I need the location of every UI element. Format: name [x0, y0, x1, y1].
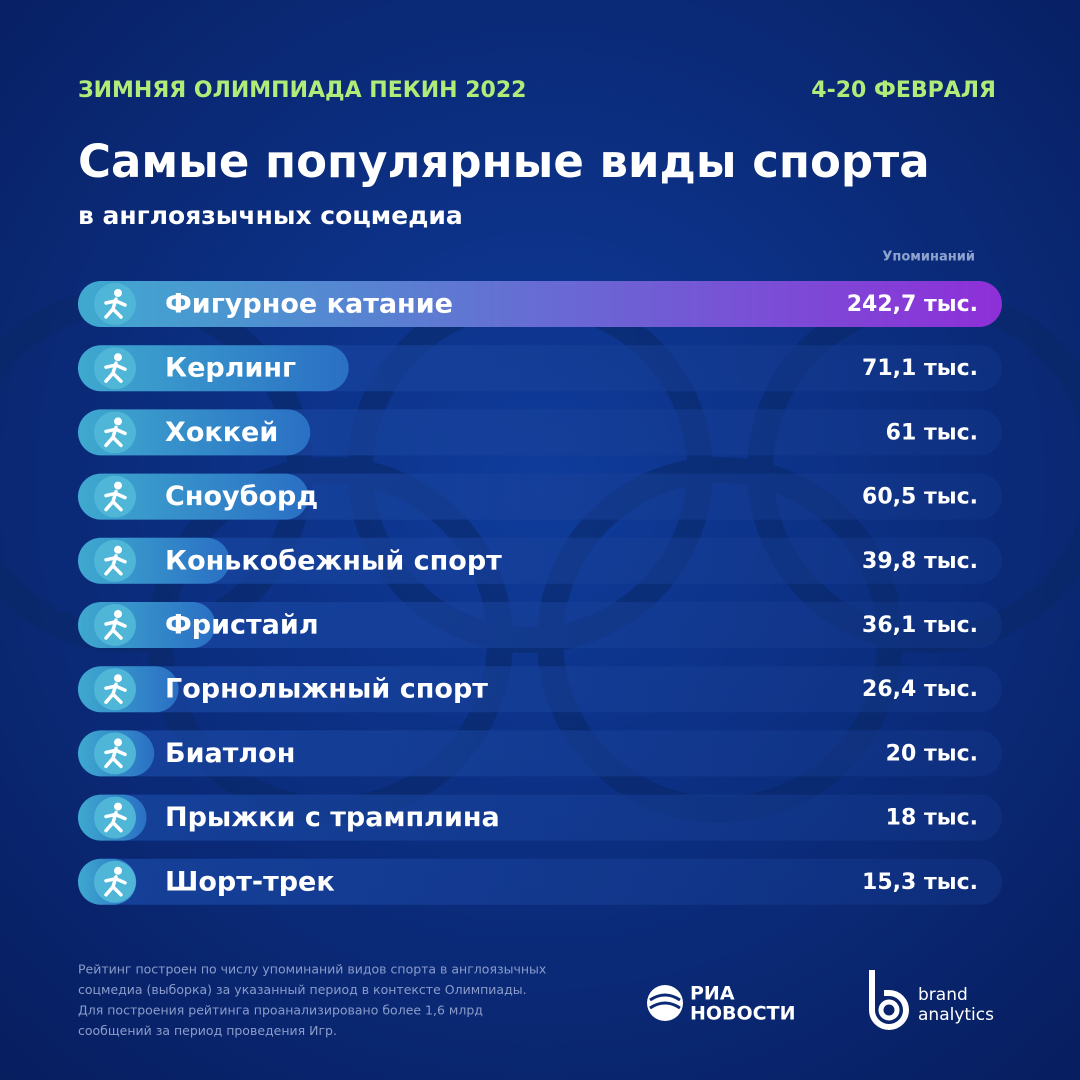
category-label: Керлинг: [165, 353, 296, 384]
value-label: 20 тыс.: [886, 741, 978, 766]
icon-body: [104, 297, 127, 319]
chart-subtitle: в англоязычных соцмедиа: [78, 201, 463, 230]
value-label: 242,7 тыс.: [847, 292, 978, 317]
category-label: Горнолыжный спорт: [165, 674, 488, 705]
value-header: Упоминаний: [882, 250, 975, 265]
icon-head: [114, 545, 122, 554]
value-label: 71,1 тыс.: [862, 356, 978, 381]
footnote-line: Для построения рейтинга проанализировано…: [78, 1003, 483, 1018]
sport-icon: [104, 417, 127, 448]
bar: [78, 409, 311, 456]
category-label: Конькобежный спорт: [165, 545, 502, 576]
icon-head: [114, 674, 122, 683]
event: ЗИМНЯЯ ОЛИМПИАДА ПЕКИН 2022: [78, 78, 526, 103]
logo-text: НОВОСТИ: [690, 1003, 796, 1025]
sport-icon: [104, 866, 127, 897]
value-label: 15,3 тыс.: [862, 870, 978, 895]
icon-body: [104, 682, 127, 704]
category-label: Биатлон: [165, 738, 295, 769]
brand-logo: brand analytics: [869, 970, 994, 1030]
sport-icon: [104, 738, 127, 769]
icon-body: [104, 746, 127, 769]
sport-icon: [104, 481, 127, 512]
icon-body: [104, 425, 127, 448]
icon-body: [104, 489, 127, 512]
icon-head: [114, 289, 122, 297]
category-label: Хоккей: [165, 417, 278, 448]
icon-body: [104, 554, 127, 576]
sport-icon: [104, 353, 127, 383]
footnote-line: сообщений за период проведения Игр.: [78, 1023, 337, 1038]
category-label: Фигурное катание: [165, 289, 453, 320]
bar-track: [78, 666, 1002, 713]
icon-head: [114, 481, 122, 490]
sport-icon: [104, 545, 127, 576]
icon-head: [114, 738, 122, 747]
value-label: 60,5 тыс.: [862, 485, 978, 510]
bar-track: [78, 602, 1002, 648]
icon-body: [104, 618, 127, 640]
bar-track: [78, 794, 1002, 841]
bar: [78, 473, 309, 520]
icon-head: [114, 866, 122, 875]
category-label: Шорт-трек: [165, 866, 335, 897]
sport-icon: [104, 610, 127, 640]
value-label: 39,8 тыс.: [862, 549, 978, 574]
icon-head: [114, 353, 122, 362]
bar-track: [78, 730, 1002, 777]
icon-body: [104, 361, 127, 383]
dates: 4-20 ФЕВРАЛЯ: [811, 78, 996, 103]
category-label: Сноуборд: [165, 481, 318, 512]
logo-text: brand: [918, 985, 968, 1005]
chart-title: Самые популярные виды спорта: [78, 135, 930, 188]
bar-track: [78, 409, 1002, 456]
value-label: 18 тыс.: [886, 806, 978, 831]
icon-head: [114, 610, 122, 618]
footnote-line: соцмедиа (выборка) за указанный период в…: [78, 982, 527, 997]
icon-head: [114, 802, 122, 811]
logo-text: analytics: [918, 1005, 994, 1025]
value-label: 26,4 тыс.: [862, 677, 978, 702]
sport-icon: [104, 674, 127, 704]
footnote-line: Рейтинг построен по числу упоминаний вид…: [78, 962, 546, 977]
bar: [78, 345, 349, 392]
footnote: Рейтинг построен по числу упоминаний вид…: [78, 962, 546, 1039]
icon-head: [114, 417, 122, 426]
bar-track: [78, 858, 1002, 905]
ria-logo: РИА НОВОСТИ: [647, 983, 796, 1025]
value-label: 61 тыс.: [886, 420, 978, 445]
icon-body: [104, 875, 127, 897]
bar: [78, 281, 1002, 327]
category-label: Прыжки с трамплина: [165, 802, 500, 833]
logo-text: РИА: [690, 983, 735, 1005]
sport-icon: [104, 289, 127, 319]
sport-icon: [104, 802, 127, 833]
bar-track: [78, 473, 1002, 520]
icon-body: [104, 810, 127, 833]
category-label: Фристайл: [165, 610, 319, 641]
value-label: 36,1 тыс.: [862, 613, 978, 638]
bar-track: [78, 537, 1002, 584]
